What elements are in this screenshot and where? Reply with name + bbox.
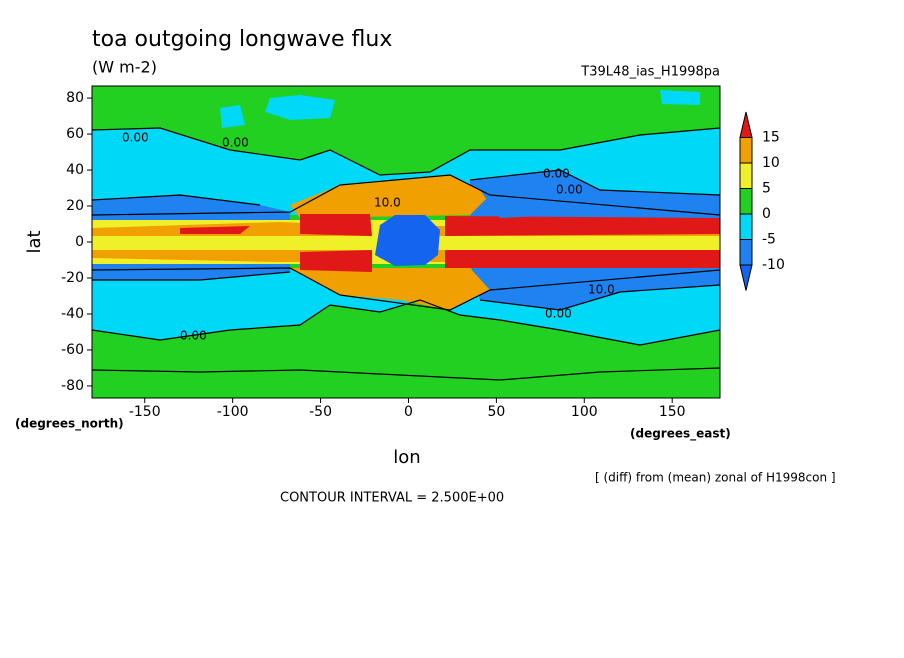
x-tick-label: 0 — [404, 404, 413, 420]
contour-line — [92, 367, 720, 381]
x-tick-label: -100 — [217, 404, 249, 420]
colorbar-segment — [739, 213, 753, 240]
field-region — [660, 90, 700, 105]
field-region — [480, 185, 560, 218]
field-region — [180, 226, 250, 234]
contour-line — [92, 271, 291, 281]
contour-label: 0.00 — [556, 183, 583, 197]
x-tick-label: -150 — [129, 404, 161, 420]
contour-label: 0.00 — [543, 167, 570, 181]
chart-title: toa outgoing longwave flux — [92, 27, 392, 52]
y-tick-label: 60 — [66, 126, 84, 142]
colorbar-label: 0 — [762, 206, 771, 222]
x-tick-label: -50 — [309, 404, 332, 420]
x-axis-label: lon — [393, 447, 420, 468]
contour-line — [92, 194, 261, 206]
colorbar-segment — [739, 137, 753, 164]
y-tick-label: 0 — [75, 234, 84, 250]
y-tick-label: -20 — [61, 270, 84, 286]
colorbar-label: 5 — [762, 181, 771, 197]
y-axis-label: lat — [24, 230, 45, 253]
y-tick-label: -40 — [61, 306, 84, 322]
field — [92, 86, 720, 398]
colorbar-label: 10 — [762, 155, 780, 171]
y-units: (degrees_north) — [15, 417, 124, 432]
contour-line — [92, 127, 720, 176]
contour-label: 0.00 — [545, 307, 572, 321]
chart-subtitle: (W m-2) — [92, 58, 157, 77]
contour-line — [469, 169, 720, 196]
colorbar-segment — [739, 111, 753, 138]
contour-label: 10.0 — [588, 283, 615, 297]
y-tick-label: 80 — [66, 90, 84, 106]
contour-line — [92, 299, 720, 346]
field-region — [92, 195, 290, 222]
field-region — [290, 175, 490, 218]
field-region — [480, 270, 560, 300]
run-label: T39L48_ias_H1998pa — [580, 65, 720, 80]
field-region — [290, 268, 490, 310]
field-region — [300, 214, 372, 236]
field-region — [265, 95, 335, 120]
x-tick-label: 100 — [571, 404, 598, 420]
colorbar-segment — [739, 239, 753, 266]
contour-line — [479, 284, 720, 311]
contour-line — [92, 174, 720, 216]
x-tick-label: 50 — [487, 404, 505, 420]
y-tick-label: -60 — [61, 342, 84, 358]
field-region — [220, 105, 245, 128]
contour-line — [92, 267, 720, 311]
contour-label: 0.00 — [122, 131, 149, 145]
colorbar-segment — [739, 162, 753, 189]
contour-label: 0.00 — [222, 136, 249, 150]
colorbar-segment — [739, 264, 753, 291]
field-region — [300, 250, 372, 272]
colorbar-segment — [739, 188, 753, 215]
contour-label: 10.0 — [374, 196, 401, 210]
field-region — [92, 262, 290, 280]
contour-label: 0.00 — [180, 329, 207, 343]
y-tick-label: 40 — [66, 162, 84, 178]
colorbar-label: 15 — [762, 130, 780, 146]
contour-interval: CONTOUR INTERVAL = 2.500E+00 — [280, 491, 504, 506]
note: [ (diff) from (mean) zonal of H1998con ] — [595, 471, 836, 485]
colorbar-label: -10 — [762, 257, 785, 273]
field-region — [375, 215, 440, 266]
field-region — [445, 250, 720, 268]
field-region — [445, 216, 720, 236]
x-tick-label: 150 — [659, 404, 686, 420]
y-tick-label: 20 — [66, 198, 84, 214]
x-units: (degrees_east) — [630, 427, 731, 442]
y-tick-label: -80 — [61, 378, 84, 394]
colorbar-label: -5 — [762, 232, 776, 248]
